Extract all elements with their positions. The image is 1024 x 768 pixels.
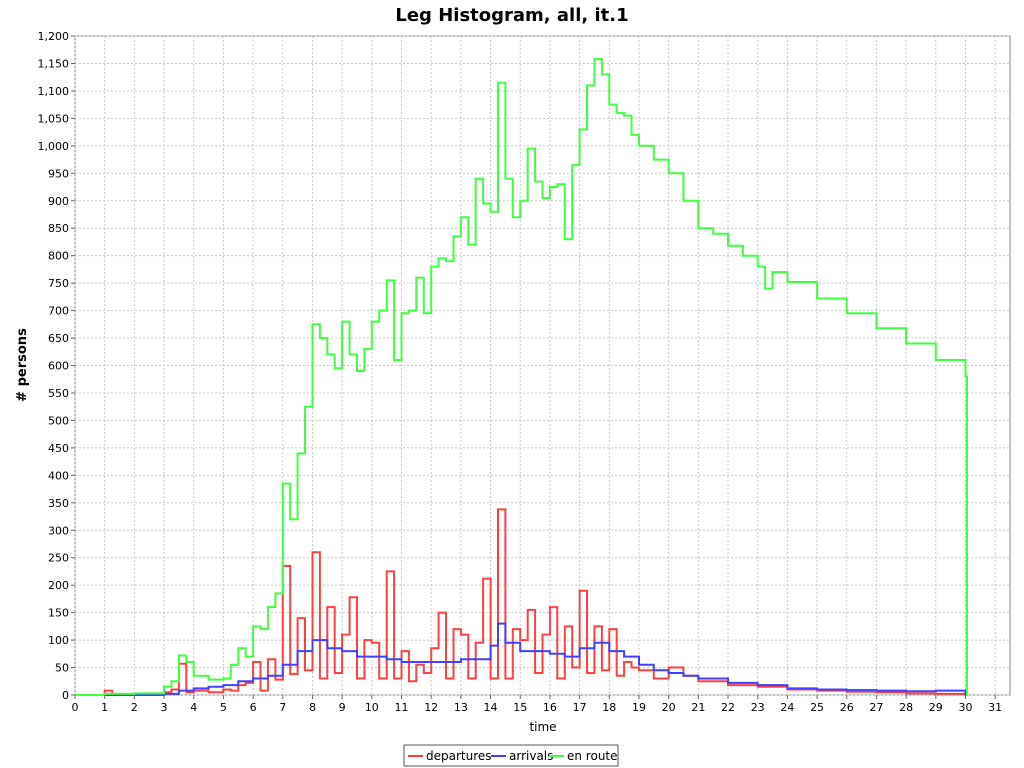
x-tick-label: 20 — [662, 701, 676, 714]
x-tick-label: 5 — [220, 701, 227, 714]
y-tick-label: 250 — [48, 552, 69, 565]
y-tick-label: 0 — [62, 689, 69, 702]
x-tick-label: 19 — [632, 701, 646, 714]
x-tick-label: 21 — [691, 701, 705, 714]
x-tick-label: 17 — [573, 701, 587, 714]
x-tick-label: 18 — [602, 701, 616, 714]
x-tick-label: 2 — [131, 701, 138, 714]
y-tick-label: 950 — [48, 167, 69, 180]
y-tick-label: 700 — [48, 305, 69, 318]
y-tick-label: 850 — [48, 222, 69, 235]
x-tick-label: 22 — [721, 701, 735, 714]
y-tick-label: 900 — [48, 195, 69, 208]
y-tick-label: 1,100 — [38, 85, 70, 98]
legend-label: departures — [426, 749, 492, 763]
x-tick-label: 13 — [454, 701, 468, 714]
y-tick-label: 100 — [48, 634, 69, 647]
x-tick-label: 29 — [929, 701, 943, 714]
y-tick-label: 750 — [48, 277, 69, 290]
x-tick-label: 28 — [899, 701, 913, 714]
x-tick-label: 25 — [810, 701, 824, 714]
chart-title: Leg Histogram, all, it.1 — [395, 5, 628, 26]
x-tick-label: 26 — [840, 701, 854, 714]
legend-label: arrivals — [509, 749, 553, 763]
y-tick-label: 1,050 — [38, 112, 70, 125]
series-arrivals-line — [75, 622, 967, 696]
x-tick-label: 14 — [484, 701, 498, 714]
y-tick-label: 50 — [55, 662, 69, 675]
plot-area — [74, 35, 1011, 696]
y-tick-label: 400 — [48, 469, 69, 482]
y-tick-label: 1,150 — [38, 57, 70, 70]
y-tick-label: 600 — [48, 360, 69, 373]
x-tick-label: 10 — [365, 701, 379, 714]
series-layer — [75, 58, 969, 696]
series-departures-line — [75, 508, 967, 696]
x-tick-label: 7 — [279, 701, 286, 714]
x-tick-label: 30 — [958, 701, 972, 714]
x-tick-label: 12 — [424, 701, 438, 714]
y-tick-label: 150 — [48, 607, 69, 620]
axes: 0501001502002503003504004505005506006507… — [38, 30, 1003, 714]
y-tick-label: 500 — [48, 414, 69, 427]
x-tick-label: 9 — [339, 701, 346, 714]
x-tick-label: 23 — [751, 701, 765, 714]
x-tick-label: 16 — [543, 701, 557, 714]
y-axis-label: # persons — [15, 328, 30, 402]
y-tick-label: 300 — [48, 524, 69, 537]
y-tick-label: 550 — [48, 387, 69, 400]
x-tick-label: 0 — [72, 701, 79, 714]
y-tick-label: 650 — [48, 332, 69, 345]
x-tick-label: 3 — [161, 701, 168, 714]
x-tick-label: 11 — [395, 701, 409, 714]
y-tick-label: 200 — [48, 579, 69, 592]
x-tick-label: 4 — [190, 701, 197, 714]
y-tick-label: 1,000 — [38, 140, 70, 153]
x-tick-label: 15 — [513, 701, 527, 714]
x-tick-label: 1 — [101, 701, 108, 714]
x-tick-label: 6 — [250, 701, 257, 714]
y-tick-label: 350 — [48, 497, 69, 510]
y-tick-label: 1,200 — [38, 30, 70, 43]
legend-box — [403, 744, 619, 767]
series-en-route-line — [75, 58, 969, 696]
legend-label: en route — [567, 749, 618, 763]
legend: departures arrivals en route — [403, 744, 619, 767]
x-tick-label: 8 — [309, 701, 316, 714]
x-tick-label: 31 — [988, 701, 1002, 714]
x-axis-label: time — [529, 720, 556, 734]
x-tick-label: 27 — [869, 701, 883, 714]
y-tick-label: 800 — [48, 250, 69, 263]
y-tick-label: 450 — [48, 442, 69, 455]
x-tick-label: 24 — [780, 701, 794, 714]
